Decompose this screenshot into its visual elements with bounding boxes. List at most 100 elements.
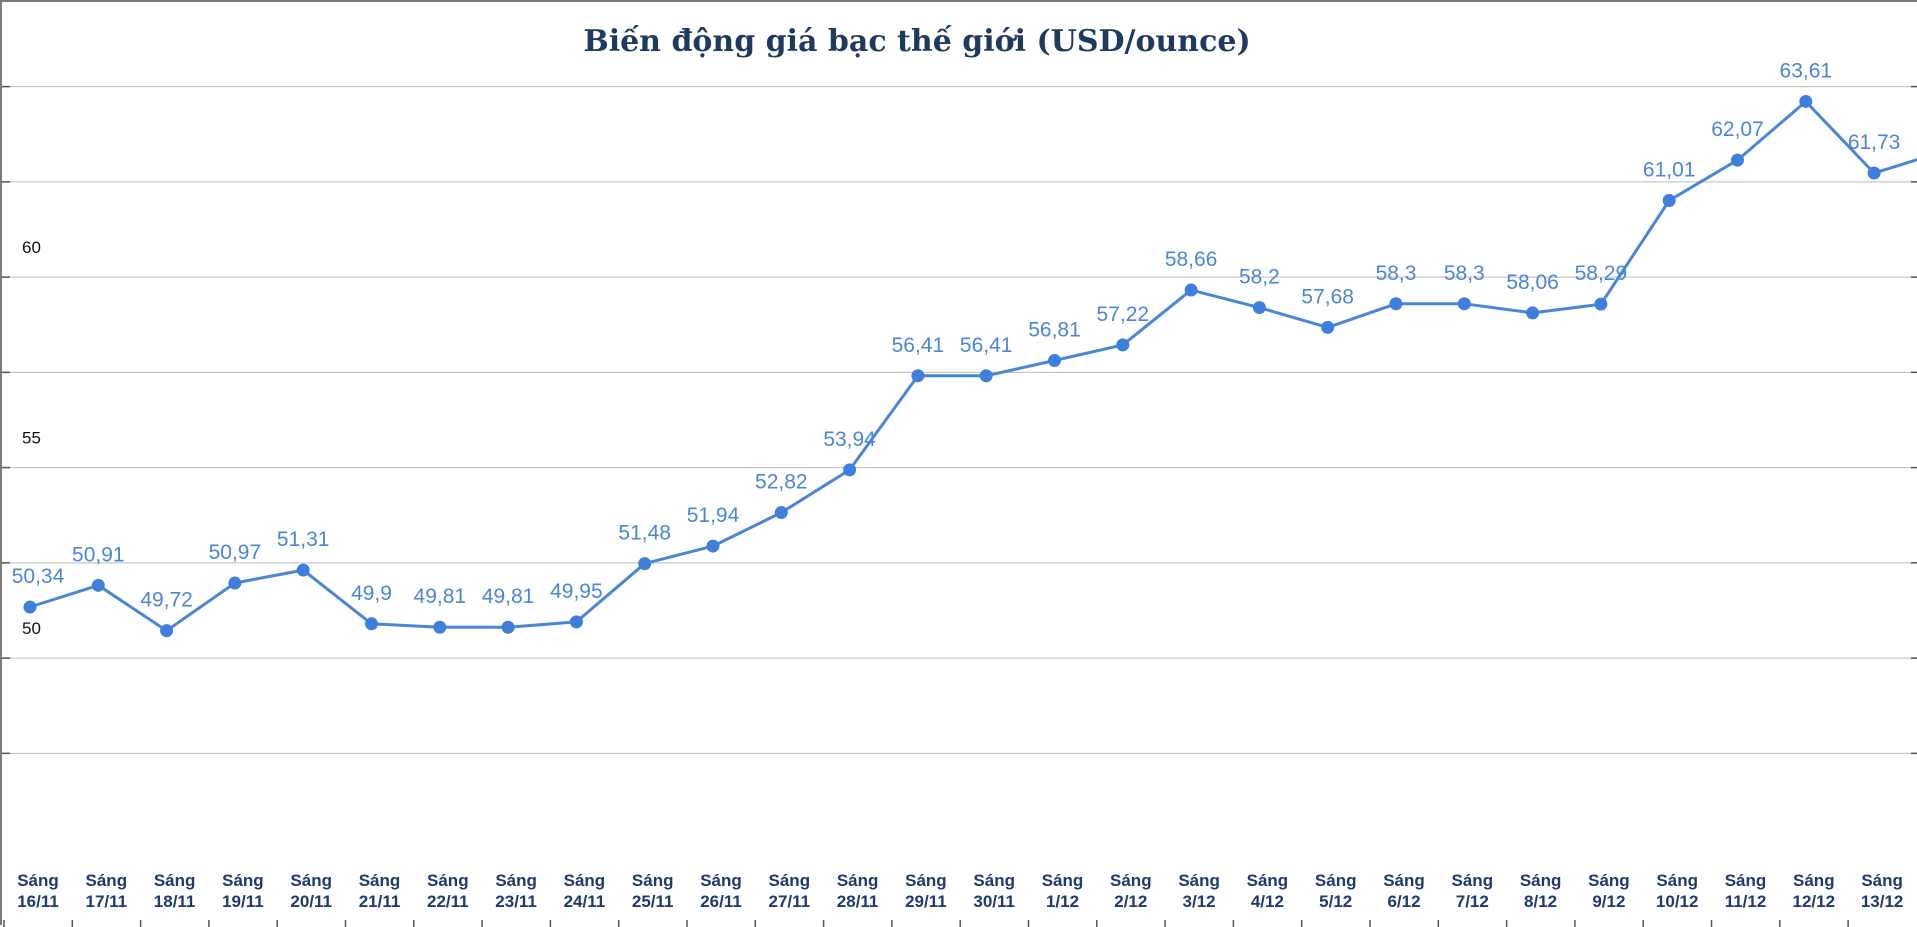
data-point xyxy=(911,369,925,383)
data-label: 63,61 xyxy=(1780,59,1833,82)
x-tick-label-line1: Sáng xyxy=(86,871,128,890)
x-tick-label-line1: Sáng xyxy=(1520,871,1562,890)
data-point xyxy=(1799,94,1813,108)
x-tick-label-line1: Sáng xyxy=(564,871,606,890)
x-tick-label-line1: Sáng xyxy=(905,871,947,890)
x-axis-tick-labels: Sáng 16/11 Sáng 17/11 Sáng 18/11 Sáng 19/11 Sáng… xyxy=(3,871,1904,927)
x-tick-label-line2: 26/11 xyxy=(700,892,742,911)
x-tick-label-line2: 27/11 xyxy=(768,892,810,911)
data-label: 49,81 xyxy=(482,585,535,608)
x-tick-label-line2: 9/12 xyxy=(1592,892,1625,911)
x-tick-label-line2: 10/12 xyxy=(1656,892,1699,911)
x-tick-label-line1: Sáng xyxy=(1042,871,1084,890)
x-tick-label-line1: Sáng xyxy=(1793,871,1835,890)
x-tick-label-line1: Sáng xyxy=(1861,871,1903,890)
data-point xyxy=(979,369,993,383)
data-label: 58,06 xyxy=(1506,271,1559,294)
x-tick-label-line2: 29/11 xyxy=(905,892,947,911)
x-tick-label-line1: Sáng xyxy=(1110,871,1152,890)
data-point xyxy=(23,600,37,614)
data-point xyxy=(774,506,788,520)
series-line-group xyxy=(29,100,1917,633)
x-tick-label-line1: Sáng xyxy=(154,871,196,890)
x-tick-label-line2: 28/11 xyxy=(837,892,879,911)
data-label: 51,48 xyxy=(618,522,671,545)
data-point xyxy=(1116,338,1130,352)
data-point xyxy=(1389,297,1403,311)
x-tick-label-line1: Sáng xyxy=(222,871,264,890)
data-label: 49,72 xyxy=(140,589,193,612)
x-tick-label-line2: 7/12 xyxy=(1456,892,1489,911)
data-point xyxy=(1662,194,1676,208)
data-label: 52,82 xyxy=(755,471,808,494)
data-label: 49,81 xyxy=(414,585,467,608)
x-tick-label-line1: Sáng xyxy=(1178,871,1220,890)
y-tick-label: 50 xyxy=(22,619,41,638)
data-point xyxy=(638,557,652,571)
x-tick-label-line2: 18/11 xyxy=(154,892,196,911)
data-point xyxy=(1594,297,1608,311)
x-tick-label-line1: Sáng xyxy=(17,871,59,890)
x-tick-label-line2: 17/11 xyxy=(85,892,127,911)
x-tick-label-line2: 3/12 xyxy=(1183,892,1216,911)
x-tick-label-line2: 1/12 xyxy=(1046,892,1079,911)
data-point xyxy=(843,463,857,477)
x-tick-label-line1: Sáng xyxy=(1725,871,1767,890)
data-label: 62,07 xyxy=(1711,118,1764,141)
x-tick-label-line2: 4/12 xyxy=(1251,892,1284,911)
data-point xyxy=(160,624,174,638)
x-tick-label-line1: Sáng xyxy=(837,871,879,890)
x-tick-label-line1: Sáng xyxy=(1247,871,1289,890)
x-tick-label-line1: Sáng xyxy=(632,871,674,890)
x-tick-label-line2: 11/12 xyxy=(1725,892,1767,911)
x-tick-label-line2: 16/11 xyxy=(17,892,59,911)
x-tick-label-line1: Sáng xyxy=(1452,871,1494,890)
x-tick-label-line1: Sáng xyxy=(359,871,401,890)
data-points xyxy=(23,94,1881,638)
x-tick-label-line2: 24/11 xyxy=(564,892,606,911)
data-label: 49,9 xyxy=(351,582,392,605)
data-point xyxy=(706,539,720,553)
x-tick-label-line1: Sáng xyxy=(495,871,537,890)
data-point xyxy=(569,615,583,629)
x-tick-label-line1: Sáng xyxy=(769,871,811,890)
x-tick-label-line2: 19/11 xyxy=(222,892,264,911)
data-point xyxy=(91,578,105,592)
grid-lines xyxy=(2,85,1917,755)
x-tick-label-line1: Sáng xyxy=(1315,871,1357,890)
x-tick-label-line2: 13/12 xyxy=(1861,892,1904,911)
series-line-continuation xyxy=(1873,158,1917,175)
x-tick-label-line2: 6/12 xyxy=(1387,892,1420,911)
data-label: 58,3 xyxy=(1444,262,1485,285)
x-tick-label-line2: 8/12 xyxy=(1524,892,1557,911)
data-label: 56,41 xyxy=(892,334,945,357)
data-labels: 50,34 50,91 49,72 50,97 51,31 49,9 49,81 49,81 4… xyxy=(12,59,1901,611)
x-tick-label-line1: Sáng xyxy=(973,871,1015,890)
data-label: 50,91 xyxy=(72,543,125,566)
x-tick-label-line1: Sáng xyxy=(1588,871,1630,890)
data-label: 51,94 xyxy=(687,504,740,527)
y-tick-label: 55 xyxy=(22,429,41,448)
data-label: 61,01 xyxy=(1643,159,1696,182)
data-point xyxy=(1252,301,1266,315)
x-tick-label-line2: 2/12 xyxy=(1114,892,1147,911)
data-point xyxy=(1048,354,1061,368)
x-tick-label-line2: 23/11 xyxy=(495,892,537,911)
series-line xyxy=(29,100,1876,633)
x-tick-label-line1: Sáng xyxy=(1383,871,1425,890)
x-tick-label-line2: 21/11 xyxy=(359,892,401,911)
x-tick-label-line2: 30/11 xyxy=(973,892,1015,911)
data-point xyxy=(1731,153,1744,167)
x-tick-label-line1: Sáng xyxy=(700,871,742,890)
data-point xyxy=(296,563,310,577)
data-label: 50,34 xyxy=(12,565,65,588)
x-tick-label-line2: 20/11 xyxy=(290,892,332,911)
x-tick-label-line2: 12/12 xyxy=(1793,892,1836,911)
chart-title: Biến động giá bạc thế giới (USD/ounce) xyxy=(583,24,1251,59)
data-label: 58,2 xyxy=(1239,266,1280,289)
data-label: 61,73 xyxy=(1848,131,1901,154)
data-label: 58,66 xyxy=(1165,248,1218,271)
data-point xyxy=(1321,320,1335,334)
